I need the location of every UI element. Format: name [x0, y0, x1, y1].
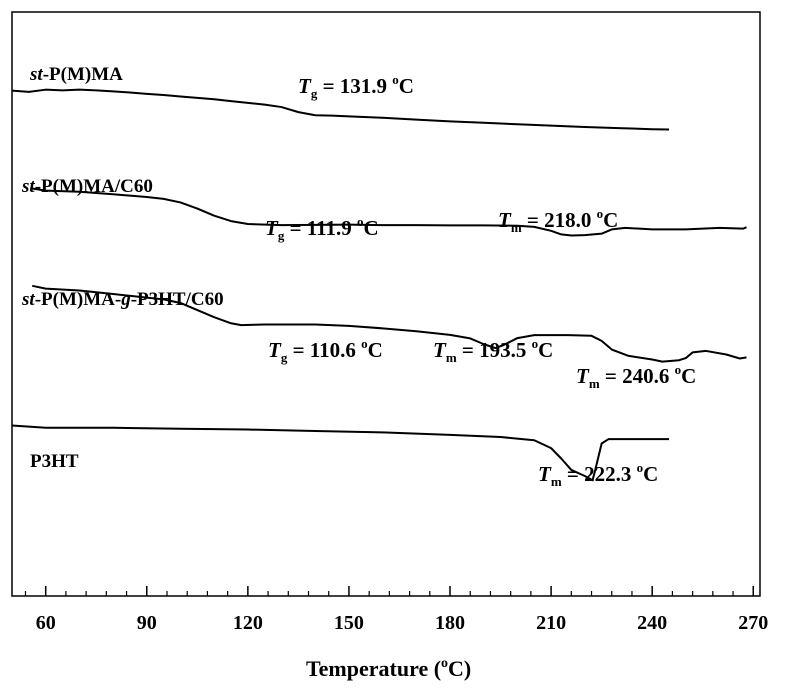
series-label-pmma-g-p3ht-c60: st-P(M)MA-g-P3HT/C60 [21, 289, 224, 310]
plot-frame [11, 11, 761, 597]
x-axis-label: Temperature (oC) [306, 656, 471, 681]
series-label-pmma-c60: st-P(M)MA/C60 [21, 176, 153, 197]
series-line-1 [32, 187, 747, 237]
annotation-tg-pmma-g-p3ht-c60: Tg = 110.6 oC [268, 336, 383, 365]
annotation-tg-pmma-c60: Tg = 111.9 oC [265, 214, 379, 243]
series-line-2 [32, 284, 747, 363]
annotation-tm-240: Tm = 240.6 oC [576, 362, 696, 391]
annotation-tg-pmma: Tg = 131.9 oC [298, 72, 414, 101]
x-tick-label: 120 [233, 612, 263, 634]
curves [11, 88, 747, 482]
x-tick-label: 150 [334, 612, 364, 634]
annotations: Tg = 131.9 oC Tg = 111.9 oC Tm = 218.0 o… [265, 72, 696, 489]
x-tick-label: 270 [738, 612, 768, 634]
x-tick-label: 60 [36, 612, 56, 634]
series-line-0 [11, 88, 670, 131]
x-tick-label: 210 [536, 612, 566, 634]
x-tick-label: 90 [137, 612, 157, 634]
series-labels: st-P(M)MA st-P(M)MA/C60 st-P(M)MA-g-P3HT… [21, 64, 224, 472]
annotation-tm-pmma-c60: Tm = 218.0 oC [498, 206, 618, 235]
series-label-p3ht: P3HT [30, 451, 79, 472]
annotation-tm-193: Tm = 193.5 oC [433, 336, 553, 365]
x-tick-label: 240 [637, 612, 667, 634]
series-label-pmma: st-P(M)MA [29, 64, 123, 85]
x-tick-label: 180 [435, 612, 465, 634]
x-axis: 60 90 120 150 180 210 240 270 [24, 586, 768, 634]
annotation-tm-p3ht: Tm = 222.3 oC [538, 460, 658, 489]
series-line-3 [11, 424, 670, 482]
